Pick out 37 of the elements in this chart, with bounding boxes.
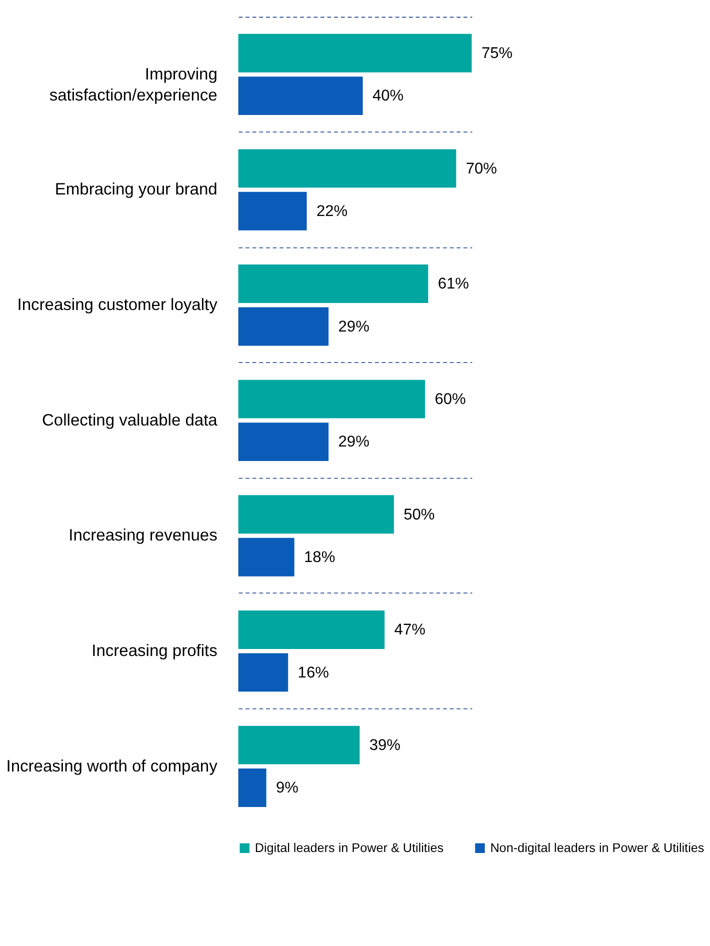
bar (238, 380, 426, 418)
bar (238, 192, 307, 230)
y-tick-label: Collecting valuable data (42, 410, 218, 430)
bar (238, 610, 385, 649)
bar (238, 76, 363, 116)
data-label: 9% (276, 780, 299, 797)
data-label: 70% (466, 160, 498, 178)
data-label: 29% (338, 318, 370, 336)
bar (238, 768, 266, 807)
y-tick-label: Increasing profits (92, 640, 218, 660)
data-label: 50% (404, 506, 435, 524)
bar (238, 653, 288, 692)
data-label: 39% (369, 736, 401, 754)
bar (238, 307, 329, 346)
bar (238, 422, 329, 462)
data-label: 29% (338, 434, 370, 451)
bar (238, 726, 360, 764)
bar (238, 495, 394, 534)
bar (238, 264, 428, 303)
data-label: 47% (394, 622, 426, 639)
data-label: 18% (304, 548, 336, 566)
y-tick-label: Increasing customer loyalty (17, 294, 218, 314)
data-label: 61% (438, 276, 470, 293)
legend-label: Non-digital leaders in Power & Utilities (490, 841, 704, 856)
data-label: 22% (316, 203, 348, 220)
data-label: 40% (372, 88, 404, 105)
y-tick-label: Increasing worth of company (6, 756, 218, 776)
bar (238, 149, 456, 188)
legend-label: Digital leaders in Power & Utilities (254, 841, 444, 856)
data-label: 60% (434, 390, 466, 408)
bar (238, 538, 294, 576)
data-label: 16% (298, 664, 330, 682)
data-label: 75% (481, 44, 513, 62)
y-tick-label: Embracing your brand (54, 180, 218, 199)
y-tick-label: Improving satisfaction/experience (49, 64, 218, 105)
bar (238, 34, 472, 72)
y-tick-label: Increasing revenues (68, 526, 218, 545)
